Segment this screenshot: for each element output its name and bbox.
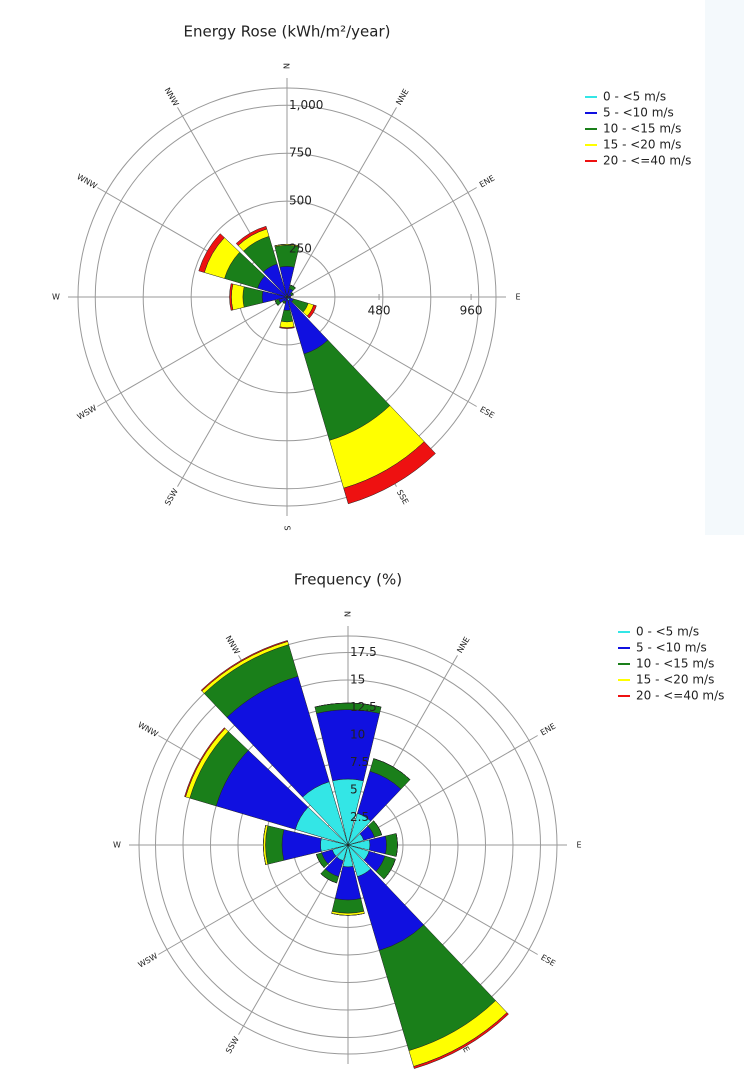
r-tick-label: 15 — [350, 673, 365, 687]
r2-tick-label: 480 — [368, 304, 391, 318]
direction-label: W — [52, 293, 60, 302]
direction-label: ESE — [478, 405, 496, 420]
chart-title: Frequency (%) — [294, 571, 402, 589]
direction-label: E — [515, 293, 520, 302]
legend-label: 10 - <15 m/s — [636, 657, 714, 671]
r2-tick-label: 960 — [460, 304, 483, 318]
r-tick-label: 12.5 — [350, 700, 377, 714]
direction-label: NNE — [455, 635, 471, 654]
direction-label: NNW — [163, 86, 181, 108]
direction-label: N — [344, 611, 353, 617]
direction-label: SSW — [163, 487, 180, 507]
side-panel — [705, 0, 744, 535]
r-tick-label: 250 — [289, 242, 312, 256]
sector-segment — [332, 898, 364, 913]
direction-label: SSE — [395, 488, 410, 506]
sector-segment — [369, 836, 386, 854]
legend-label: 5 - <10 m/s — [636, 641, 707, 655]
legend-label: 15 - <20 m/s — [636, 673, 714, 687]
direction-label: WNW — [136, 720, 159, 739]
sector-segment — [231, 284, 244, 310]
legend-label: 5 - <10 m/s — [603, 106, 674, 120]
sector-segment — [280, 321, 294, 327]
direction-label: WSW — [76, 403, 99, 421]
direction-label: NNW — [224, 634, 242, 656]
direction-label: SSW — [224, 1035, 241, 1055]
direction-label: ESE — [539, 953, 557, 968]
direction-label: NNE — [394, 87, 410, 106]
r-tick-label: 500 — [289, 194, 312, 208]
legend-label: 15 - <20 m/s — [603, 138, 681, 152]
sector-segment — [243, 287, 263, 308]
r-tick-label: 2.5 — [350, 810, 369, 824]
r-tick-label: 1,000 — [289, 98, 323, 112]
direction-label: E — [576, 841, 581, 850]
legend-label: 10 - <15 m/s — [603, 122, 681, 136]
direction-label: N — [283, 63, 292, 69]
legend-label: 0 - <5 m/s — [603, 90, 666, 104]
sector-segment — [266, 826, 284, 865]
direction-label: WSW — [137, 951, 160, 969]
direction-label: ENE — [478, 174, 496, 190]
r-tick-label: 7.5 — [350, 755, 369, 769]
legend-label: 20 - <=40 m/s — [603, 154, 691, 168]
chart-title: Energy Rose (kWh/m²/year) — [184, 23, 391, 41]
direction-label: WNW — [75, 172, 98, 191]
r-tick-label: 17.5 — [350, 645, 377, 659]
direction-label: S — [283, 525, 292, 530]
direction-label: W — [113, 841, 121, 850]
r-tick-label: 10 — [350, 728, 365, 742]
legend-label: 20 - <=40 m/s — [636, 689, 724, 703]
sector-segment — [385, 833, 397, 856]
direction-label: ENE — [539, 722, 557, 738]
sector-segment — [281, 310, 293, 322]
legend-label: 0 - <5 m/s — [636, 625, 699, 639]
r-tick-label: 5 — [350, 783, 358, 797]
r-tick-label: 750 — [289, 146, 312, 160]
